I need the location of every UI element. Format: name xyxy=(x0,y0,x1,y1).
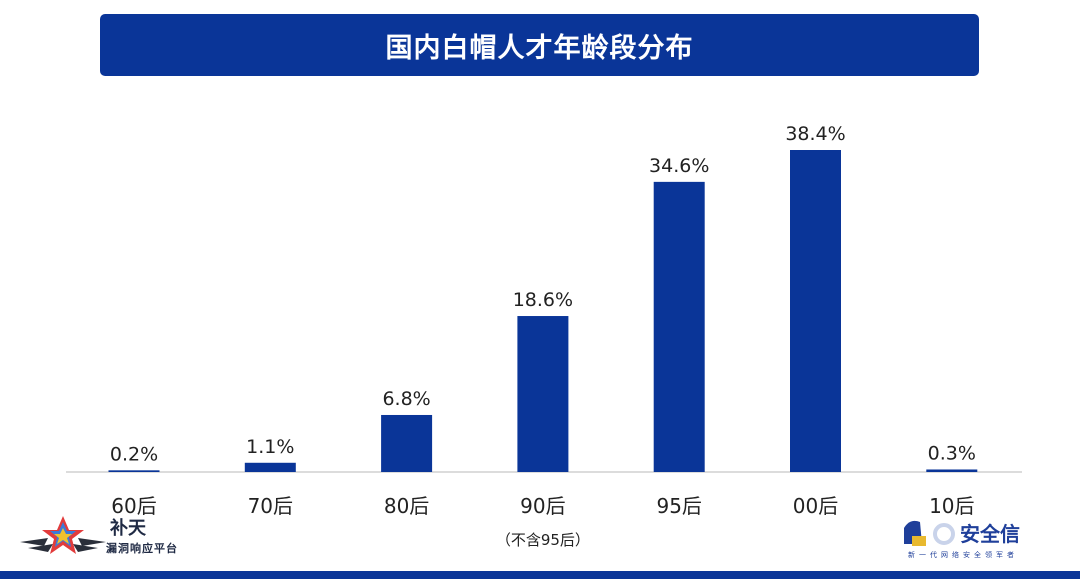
anquanxin-subtitle: 新一代网络安全领军者 xyxy=(908,551,1018,559)
value-label-0: 0.2% xyxy=(110,443,158,465)
bar-2 xyxy=(381,414,433,472)
anquanxin-name: 安全信 xyxy=(960,522,1020,546)
title-bar: 国内白帽人才年龄段分布 xyxy=(100,14,979,76)
bar-5 xyxy=(790,150,841,472)
value-label-2: 6.8% xyxy=(382,388,430,410)
butian-subtitle: 漏洞响应平台 xyxy=(106,542,178,555)
page-title: 国内白帽人才年龄段分布 xyxy=(385,32,694,64)
value-label-3: 18.6% xyxy=(513,289,573,311)
bar-0 xyxy=(108,470,160,472)
category-label-2: 80后 xyxy=(384,494,429,518)
helmet-logo-icon xyxy=(904,520,955,546)
star-wing-logo-icon xyxy=(20,516,106,554)
category-label-3: 90后 xyxy=(520,494,565,518)
bar-4 xyxy=(653,181,705,473)
bar-6 xyxy=(926,469,978,472)
bar-3 xyxy=(517,316,569,472)
value-label-1: 1.1% xyxy=(246,436,294,458)
bar-1 xyxy=(244,462,296,472)
anquanxin-logo: 安全信 新一代网络安全领军者 xyxy=(900,512,1065,562)
bottom-strip xyxy=(0,571,1080,579)
category-label-1: 70后 xyxy=(248,494,293,518)
value-label-6: 0.3% xyxy=(928,442,976,464)
category-label-4: 95后 xyxy=(656,494,701,518)
category-label-5: 00后 xyxy=(793,494,838,518)
category-label-0: 60后 xyxy=(111,494,156,518)
value-label-5: 38.4% xyxy=(785,123,845,145)
category-note-3: （不含95后） xyxy=(496,531,590,549)
butian-name: 补天 xyxy=(110,518,146,539)
category-label-6: 10后 xyxy=(929,494,974,518)
butian-logo: 补天 漏洞响应平台 xyxy=(18,512,218,562)
value-label-4: 34.6% xyxy=(649,155,709,177)
